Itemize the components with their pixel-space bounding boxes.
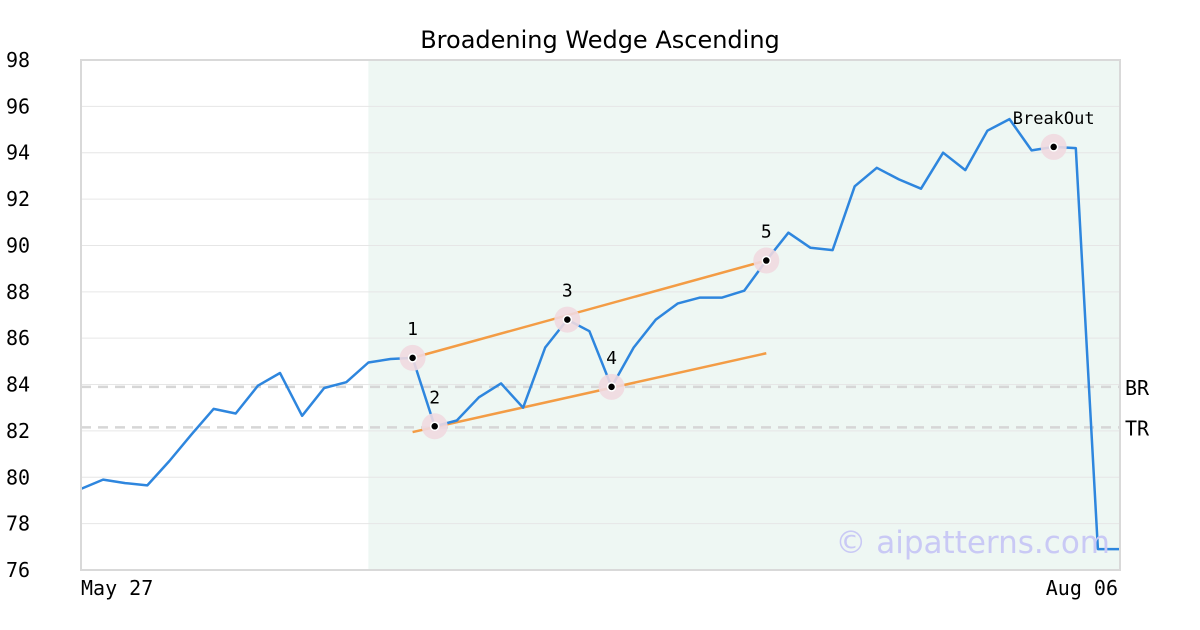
price-line [80, 117, 1120, 551]
x-tick-label-start: May 27 [81, 576, 153, 600]
pivot-point [562, 314, 573, 325]
pivot-label: 2 [429, 387, 440, 408]
y-tick-label: 82 [6, 419, 30, 443]
pivot-label: 1 [407, 319, 418, 340]
pattern-highlight-band [368, 60, 1121, 570]
pivot-point [407, 353, 418, 363]
pivot-point [606, 382, 617, 392]
pivot-point [429, 421, 440, 432]
y-tick-label: 78 [6, 512, 30, 536]
y-tick-label: 98 [6, 48, 30, 72]
y-tick-label: 86 [6, 326, 30, 350]
reference-label-br: BR [1125, 376, 1150, 400]
pivot-label: 4 [606, 348, 617, 369]
trendline-lower [412, 352, 767, 434]
y-tick-label: 80 [6, 465, 30, 489]
pivot-point [761, 255, 772, 266]
pivot-label: BreakOut [1013, 109, 1095, 129]
y-tick-label: 90 [6, 233, 30, 257]
pivot-label: 3 [562, 281, 573, 302]
pivot-point [1048, 142, 1059, 152]
watermark: © aipatterns.com [835, 525, 1110, 561]
y-tick-label: 92 [6, 187, 30, 211]
pivot-label: 5 [761, 222, 772, 243]
x-tick-label-end: Aug 06 [1046, 576, 1118, 600]
chart-title: Broadening Wedge Ascending [420, 26, 780, 54]
reference-label-tr: TR [1125, 416, 1150, 440]
trendline-upper [412, 259, 767, 360]
y-tick-label: 96 [6, 94, 30, 118]
y-tick-label: 94 [6, 141, 30, 165]
plot-frame [80, 59, 1121, 571]
y-tick-label: 88 [6, 280, 30, 304]
y-tick-label: 84 [6, 373, 30, 397]
y-tick-label: 76 [6, 558, 30, 582]
